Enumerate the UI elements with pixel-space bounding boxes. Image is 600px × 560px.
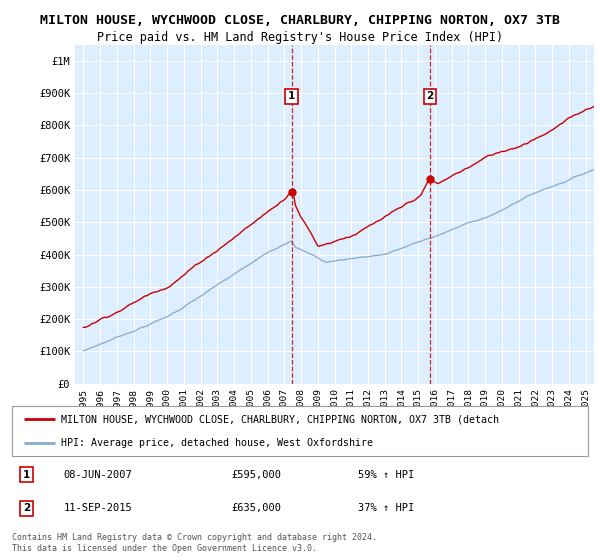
Text: 11-SEP-2015: 11-SEP-2015 — [64, 503, 133, 513]
Text: 37% ↑ HPI: 37% ↑ HPI — [358, 503, 414, 513]
Text: MILTON HOUSE, WYCHWOOD CLOSE, CHARLBURY, CHIPPING NORTON, OX7 3TB (detach: MILTON HOUSE, WYCHWOOD CLOSE, CHARLBURY,… — [61, 414, 499, 424]
Text: MILTON HOUSE, WYCHWOOD CLOSE, CHARLBURY, CHIPPING NORTON, OX7 3TB: MILTON HOUSE, WYCHWOOD CLOSE, CHARLBURY,… — [40, 14, 560, 27]
Text: £635,000: £635,000 — [231, 503, 281, 513]
Text: 2: 2 — [23, 503, 30, 513]
Text: 1: 1 — [23, 470, 30, 479]
Text: HPI: Average price, detached house, West Oxfordshire: HPI: Average price, detached house, West… — [61, 438, 373, 449]
FancyBboxPatch shape — [12, 406, 588, 456]
Text: 2: 2 — [426, 91, 433, 101]
Text: Price paid vs. HM Land Registry's House Price Index (HPI): Price paid vs. HM Land Registry's House … — [97, 31, 503, 44]
Text: 59% ↑ HPI: 59% ↑ HPI — [358, 470, 414, 479]
Text: 08-JUN-2007: 08-JUN-2007 — [64, 470, 133, 479]
Text: £595,000: £595,000 — [231, 470, 281, 479]
Text: 1: 1 — [288, 91, 295, 101]
Text: Contains HM Land Registry data © Crown copyright and database right 2024.
This d: Contains HM Land Registry data © Crown c… — [12, 533, 377, 553]
